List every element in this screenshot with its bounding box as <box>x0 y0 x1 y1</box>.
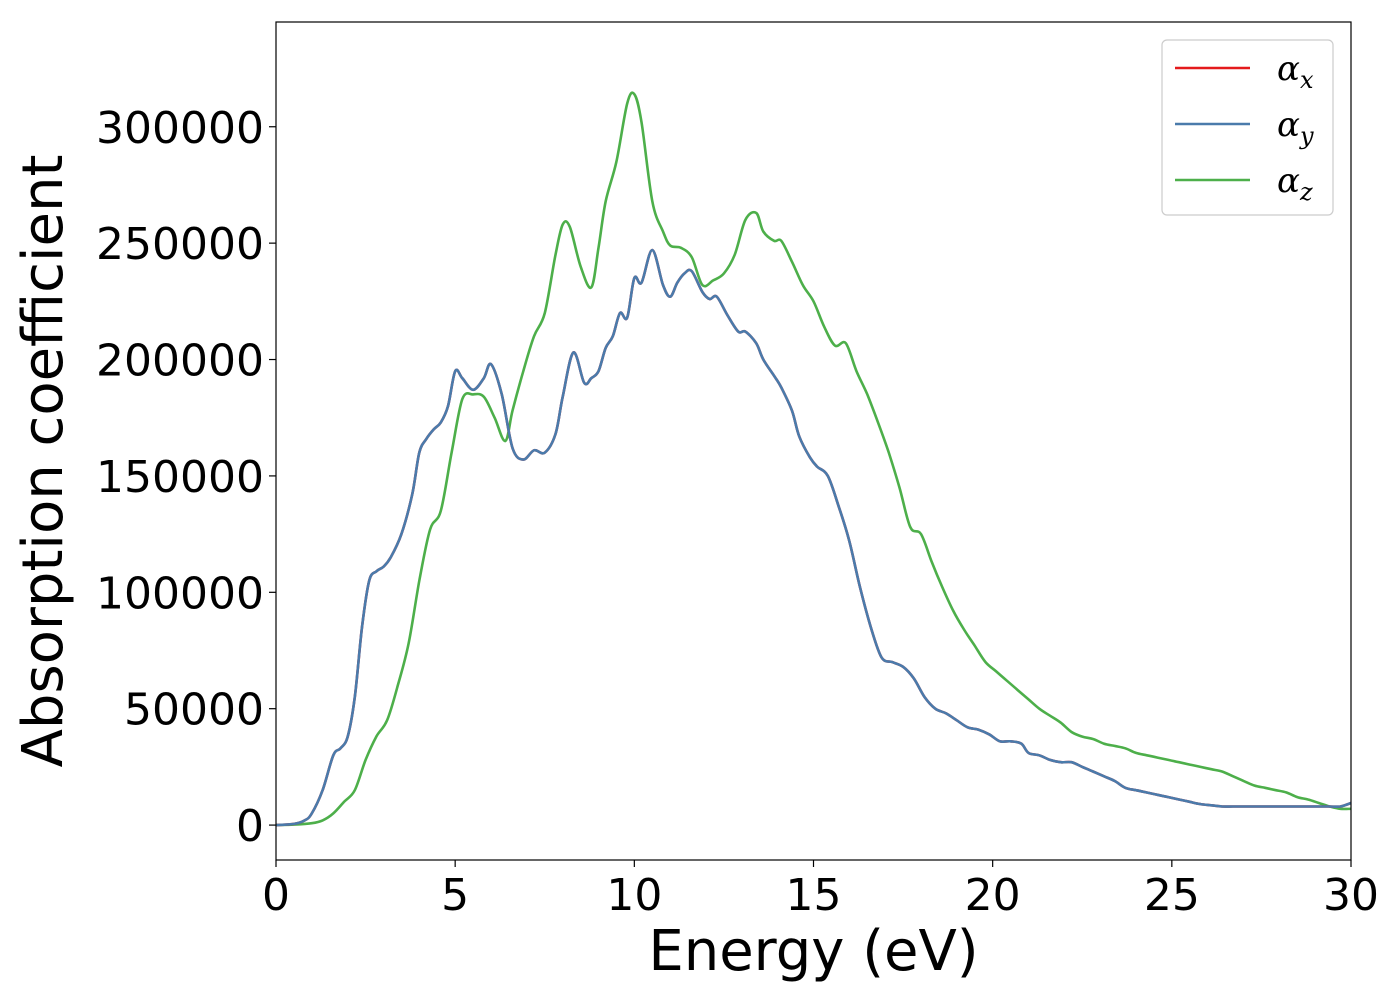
y-axis-title: Absorption coefficient <box>11 155 76 768</box>
y-tick-label: 150000 <box>96 452 264 503</box>
x-tick-label: 30 <box>1323 870 1379 921</box>
series-line-alpha-z <box>276 91 1351 827</box>
x-tick-label: 5 <box>441 870 469 921</box>
y-axis-ticks: 0 50000 100000 150000 200000 250000 300000 <box>96 103 276 852</box>
legend: αx αy αz <box>1161 39 1334 216</box>
series-line-alpha-x <box>276 248 1351 827</box>
x-axis-title: Energy (eV) <box>648 919 978 984</box>
x-axis-ticks: 0 5 10 15 20 25 30 <box>262 860 1379 921</box>
y-tick-label: 0 <box>236 801 264 852</box>
legend-box <box>1161 39 1334 216</box>
y-tick-label: 50000 <box>124 685 264 736</box>
x-tick-label: 20 <box>965 870 1021 921</box>
legend-label-alpha-z: αz <box>1277 161 1313 206</box>
series-line-alpha-y <box>276 248 1351 827</box>
legend-label-alpha-y: αy <box>1277 105 1314 150</box>
x-tick-label: 15 <box>786 870 842 921</box>
x-tick-label: 10 <box>606 870 662 921</box>
x-tick-label: 25 <box>1144 870 1200 921</box>
y-tick-label: 100000 <box>96 568 264 619</box>
y-tick-label: 250000 <box>96 219 264 270</box>
y-tick-label: 200000 <box>96 336 264 387</box>
y-tick-label: 300000 <box>96 103 264 154</box>
x-tick-label: 0 <box>262 870 290 921</box>
legend-label-alpha-x: αx <box>1277 49 1314 94</box>
